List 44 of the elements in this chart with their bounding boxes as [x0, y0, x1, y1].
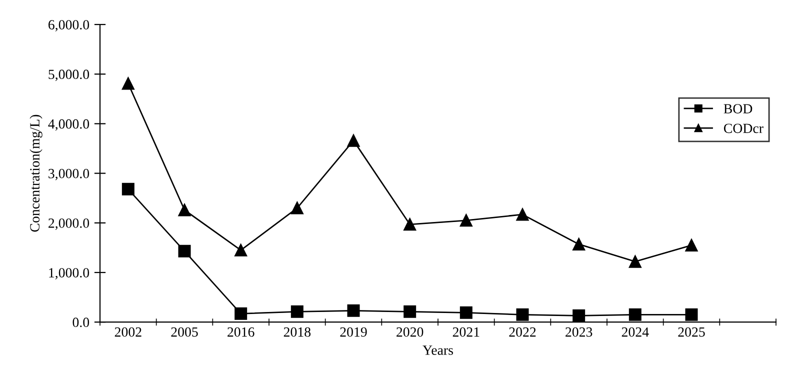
y-tick-label: 1,000.0: [49, 268, 90, 280]
x-tick-label: 2018: [284, 327, 311, 337]
y-tick-label: 5,000.0: [48, 70, 90, 82]
x-tick-label: 2025: [678, 327, 705, 337]
point: [122, 182, 134, 196]
y-tick-label: 4,000.0: [48, 119, 90, 131]
x-tick-label: 2016: [228, 327, 254, 337]
point: [404, 218, 416, 231]
legend-label: BOD: [724, 104, 752, 114]
y-tick-label: 3,000.0: [48, 168, 90, 180]
y-tick-label: 6,000.0: [48, 20, 90, 32]
y-tick-label: 0.0: [72, 318, 90, 328]
x-tick-label: 2024: [622, 327, 649, 337]
point: [290, 305, 304, 318]
x-axis-title: Years: [422, 346, 453, 355]
x-tick-label: 2022: [509, 327, 536, 337]
y-tick-label: 2,000.0: [48, 218, 90, 230]
point: [516, 208, 529, 221]
point: [404, 305, 416, 318]
point: [628, 308, 642, 321]
point: [347, 134, 360, 147]
point: [685, 238, 698, 252]
legend-label: CODcr: [724, 124, 764, 134]
point: [628, 255, 642, 268]
point: [178, 204, 191, 216]
point: [516, 308, 529, 321]
x-tick-label: 2002: [114, 327, 142, 337]
point: [122, 77, 134, 90]
x-tick-label: 2020: [396, 327, 424, 337]
x-tick-label: 2023: [566, 327, 592, 337]
point: [178, 244, 191, 258]
point: [290, 202, 304, 214]
y-axis-title: Concentration(mg/L): [30, 114, 42, 232]
point: [685, 308, 698, 321]
point: [572, 309, 586, 322]
point: [234, 244, 248, 256]
point: [460, 214, 472, 227]
x-tick-label: 2005: [171, 327, 198, 337]
x-tick-label: 2019: [340, 327, 367, 337]
point: [234, 307, 248, 320]
point: [572, 238, 586, 250]
point: [347, 304, 360, 317]
x-tick-label: 2021: [452, 327, 480, 337]
point: [460, 306, 472, 319]
